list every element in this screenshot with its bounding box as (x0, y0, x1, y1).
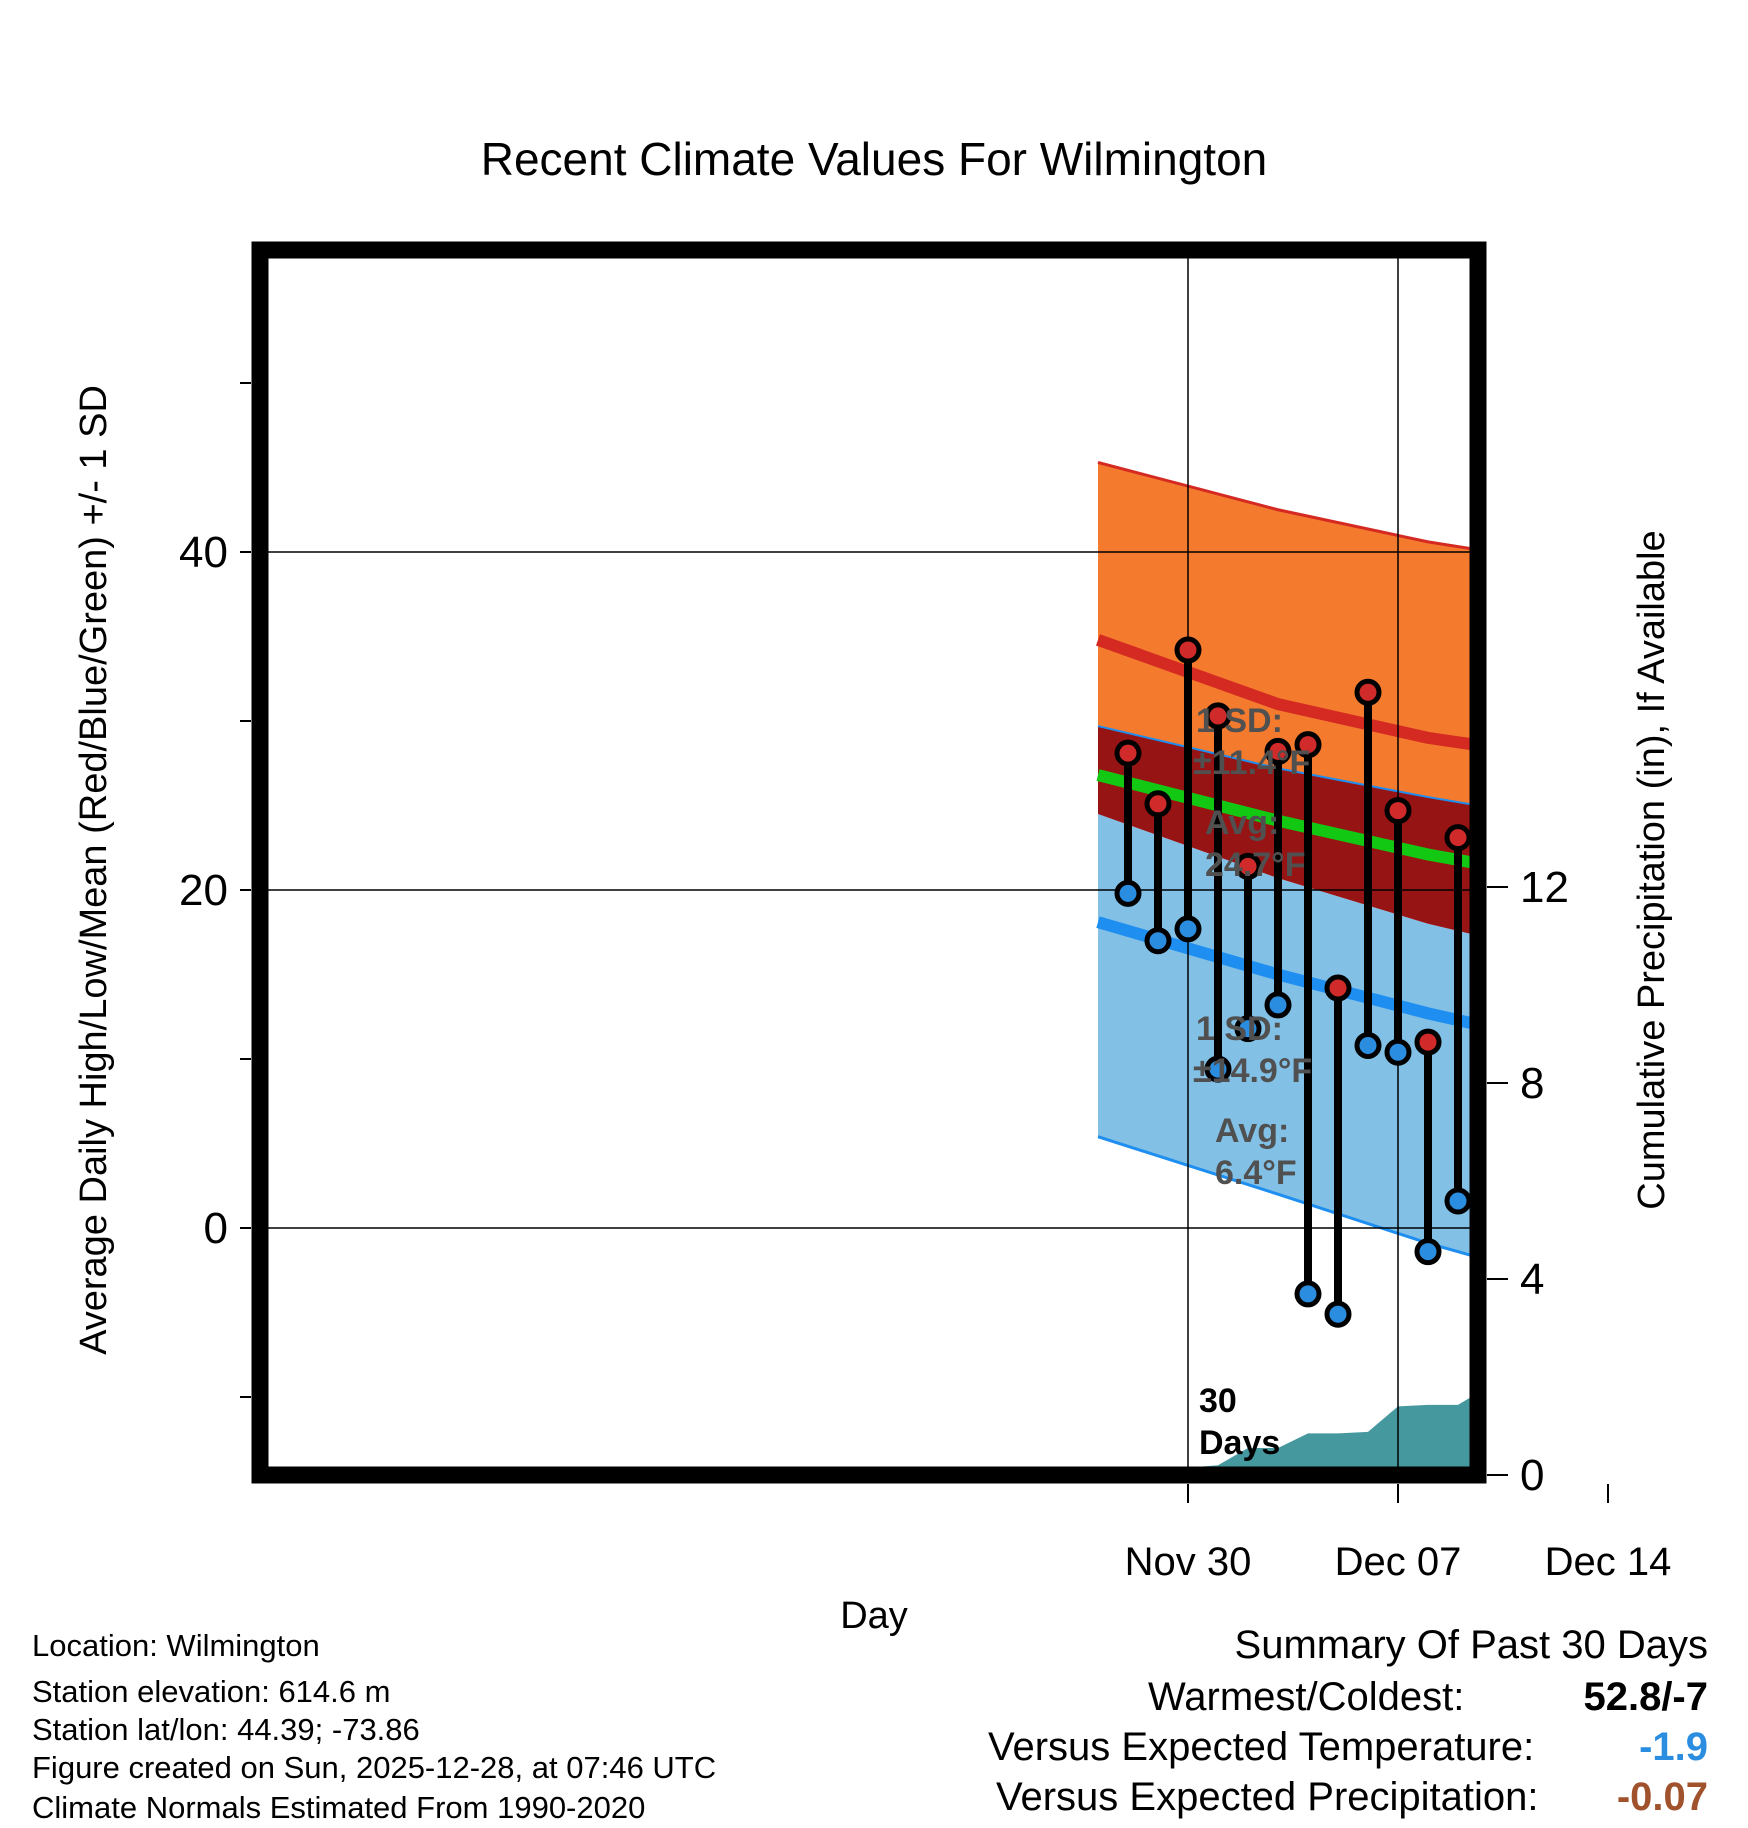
y2-tick-label: 12 (1520, 863, 1569, 912)
daily-low-point (1234, 1015, 1262, 1043)
summary-precip-row: Versus Expected Precipitation: -0.07 (996, 1775, 1708, 1820)
daily-low-point (1717, 835, 1739, 857)
summary-warmest-row: Warmest/Coldest: 52.8/-7 (1148, 1675, 1708, 1720)
daily-high-point (1234, 852, 1262, 880)
y-tick-label: 20 (179, 866, 228, 915)
y2-tick-label: 8 (1520, 1059, 1544, 1108)
daily-low-point (1324, 1300, 1352, 1328)
daily-low-point (1627, 1217, 1649, 1239)
footer-created: Figure created on Sun, 2025-12-28, at 07… (32, 1750, 717, 1785)
daily-high-point (1324, 974, 1352, 1002)
normal-mean-line (1096, 769, 1478, 870)
daily-high-point (1507, 664, 1529, 686)
daily-low-point (1444, 1187, 1472, 1215)
daily-low-point (1687, 798, 1709, 820)
chart-title: Recent Climate Values For Wilmington (481, 133, 1268, 185)
summary-precip-value: -0.07 (1616, 1775, 1708, 1819)
daily-low-point (1204, 1055, 1232, 1083)
summary-temp-row: Versus Expected Temperature: -1.9 (988, 1725, 1708, 1770)
footer-normals: Climate Normals Estimated From 1990-2020 (32, 1790, 646, 1825)
footer-elevation: Station elevation: 614.6 m (32, 1674, 391, 1709)
daily-low-point (1294, 1280, 1322, 1308)
daily-high-point (1144, 790, 1172, 818)
normal-high-line (1095, 634, 1478, 752)
y2-tick-label: 4 (1520, 1255, 1544, 1304)
high-plus-sd-line (1097, 460, 1478, 552)
daily-high-point (1567, 769, 1589, 791)
high-sd-value: ±11.4°F (1193, 744, 1310, 782)
daily-high-point (1204, 702, 1232, 730)
daily-high-point (1384, 797, 1412, 825)
daily-high-point (1717, 391, 1739, 413)
low-sd-value: ±14.9°F (1193, 1052, 1312, 1090)
daily-high-point (1174, 636, 1202, 664)
daily-low-point (1264, 991, 1292, 1019)
x-tick-label: Nov 30 (1125, 1540, 1252, 1584)
daily-high-point (1687, 566, 1709, 588)
summary-temp-value: -1.9 (1639, 1725, 1708, 1769)
plot-frame (251, 241, 1487, 1484)
precip-area (1128, 1392, 1478, 1475)
y-tick-label: 0 (204, 1204, 228, 1253)
daily-low-point (1354, 1031, 1382, 1059)
daily-low-point (1174, 915, 1202, 943)
high-sd-label: 1 SD: (1196, 702, 1283, 740)
daily-high-point (1414, 1028, 1442, 1056)
summary-warmest-label: Warmest/Coldest: (1148, 1675, 1465, 1719)
high-minus-sd-line (1097, 725, 1478, 807)
daily-high-point (1294, 731, 1322, 759)
overlap-band (1098, 726, 1478, 936)
daily-low-point (1537, 1107, 1559, 1129)
y2-tick-label: 0 (1520, 1451, 1544, 1500)
daily-high-point (1264, 737, 1292, 765)
summary-temp-label: Versus Expected Temperature: (988, 1725, 1535, 1769)
low-avg-label: Avg: (1215, 1112, 1289, 1150)
daily-high-point (1354, 678, 1382, 706)
daily-low-point (1384, 1038, 1412, 1066)
low-avg-value: 6.4°F (1215, 1154, 1297, 1192)
daily-low-point (1597, 1209, 1619, 1231)
plot-area (260, 250, 1739, 1475)
daily-high-point (1597, 903, 1619, 925)
low-minus-sd-line (1097, 1135, 1478, 1259)
high-avg-value: 24.7°F (1205, 846, 1306, 884)
summary-warmest-value: 52.8/-7 (1583, 1675, 1708, 1719)
x-tick-label: Dec 14 (1545, 1540, 1672, 1584)
daily-high-point (1114, 739, 1142, 767)
daily-low-point (1114, 879, 1142, 907)
daily-low-point (1144, 927, 1172, 955)
footer-location: Location: Wilmington (32, 1628, 320, 1663)
high-avg-label: Avg: (1205, 804, 1279, 842)
high-sd-band (1098, 462, 1478, 806)
y-axis-label: Average Daily High/Low/Mean (Red/Blue/Gr… (73, 385, 115, 1355)
y2-axis-label: Cumulative Precipitation (in), If Availa… (1631, 530, 1673, 1209)
summary-precip-label: Versus Expected Precipitation: (996, 1775, 1539, 1819)
footer-latlon: Station lat/lon: 44.39; -73.86 (32, 1712, 420, 1747)
low-sd-label: 1 SD: (1196, 1010, 1283, 1048)
today-days-label: Days (1199, 1424, 1280, 1462)
x-axis-label: Day (840, 1595, 908, 1637)
daily-low-point (1567, 920, 1589, 942)
daily-low-point (1414, 1238, 1442, 1266)
x-tick-label: Dec 07 (1335, 1540, 1462, 1584)
daily-high-point (1444, 824, 1472, 852)
summary-title: Summary Of Past 30 Days (1234, 1623, 1708, 1667)
y-tick-label: 40 (179, 528, 228, 577)
today-days-count: 30 (1199, 1382, 1237, 1420)
